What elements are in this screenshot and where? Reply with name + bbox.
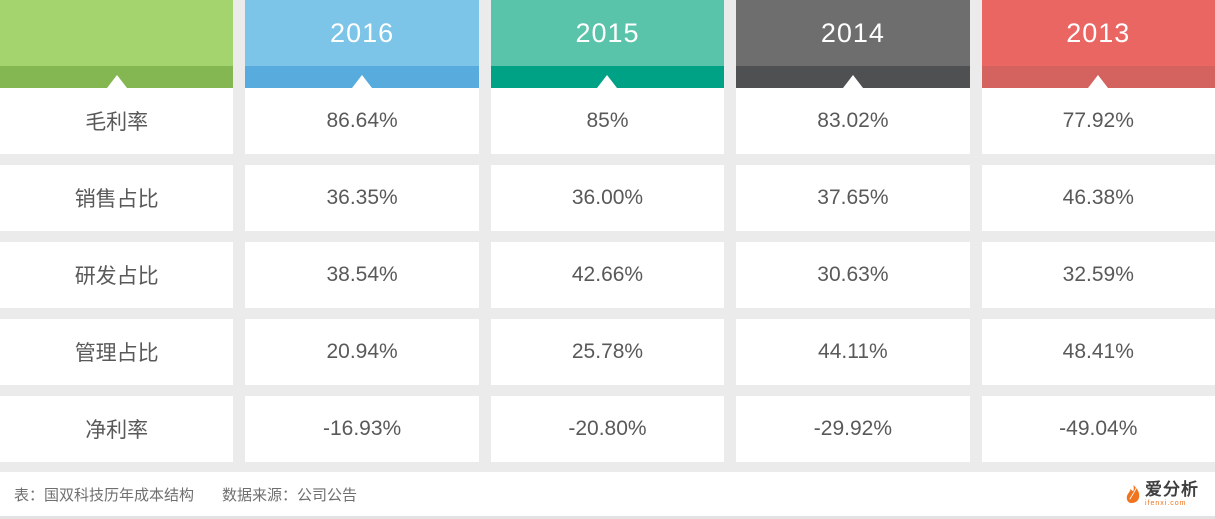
cell-value: 77.92% [981,88,1215,154]
cell-value: -49.04% [981,396,1215,462]
header-strip [490,66,725,88]
cell-value: 46.38% [981,165,1215,231]
table-body: 毛利率 86.64% 85% 83.02% 77.92% 销售占比 36.35%… [0,88,1215,462]
cell-value: 86.64% [245,88,479,154]
notch-triangle-icon [842,75,863,88]
row-label: 管理占比 [0,319,234,385]
header-strip [0,66,234,88]
data-source-text: 数据来源：公司公告 [222,486,358,504]
cell-value: -20.80% [490,396,725,462]
header-label-2013: 2013 [981,0,1215,66]
header-strip [981,66,1215,88]
row-label: 销售占比 [0,165,234,231]
logo-text-block: 爱分析 ifenxi.com [1145,481,1199,507]
notch-triangle-icon [106,75,127,88]
cell-value: -29.92% [736,396,970,462]
notch-triangle-icon [1088,75,1109,88]
cell-value: -16.93% [245,396,479,462]
cell-value: 36.00% [490,165,725,231]
header-label-2016: 2016 [245,0,479,66]
caption-text: 表：国双科技历年成本结构 [14,486,195,504]
cell-value: 25.78% [490,319,725,385]
notch-triangle-icon [352,75,373,88]
table-caption: 表：国双科技历年成本结构 数据来源：公司公告 [14,484,357,505]
flame-icon [1126,485,1140,503]
cell-value: 48.41% [981,319,1215,385]
header-strip [245,66,479,88]
logo-name: 爱分析 [1145,480,1199,499]
header-cell-2015: 2015 [490,0,725,88]
header-strip [736,66,970,88]
ifenxi-logo: 爱分析 ifenxi.com [1126,481,1199,507]
footer-bar: 表：国双科技历年成本结构 数据来源：公司公告 爱分析 ifenxi.com [0,472,1215,519]
cell-value: 42.66% [490,242,725,308]
table-header-row: 2016 2015 2014 2013 [0,0,1215,88]
cell-value: 20.94% [245,319,479,385]
cell-value: 85% [490,88,725,154]
header-cell-2014: 2014 [736,0,970,88]
row-label: 毛利率 [0,88,234,154]
header-cell-metrics [0,0,234,88]
header-cell-2016: 2016 [245,0,479,88]
cell-value: 38.54% [245,242,479,308]
cell-value: 44.11% [736,319,970,385]
logo-url: ifenxi.com [1145,500,1187,507]
header-label-2015: 2015 [490,0,725,66]
header-cell-2013: 2013 [981,0,1215,88]
header-label-empty [0,0,234,66]
row-label: 净利率 [0,396,234,462]
cell-value: 36.35% [245,165,479,231]
header-label-2014: 2014 [736,0,970,66]
row-label: 研发占比 [0,242,234,308]
notch-triangle-icon [597,75,618,88]
cell-value: 30.63% [736,242,970,308]
cell-value: 32.59% [981,242,1215,308]
cell-value: 83.02% [736,88,970,154]
cell-value: 37.65% [736,165,970,231]
